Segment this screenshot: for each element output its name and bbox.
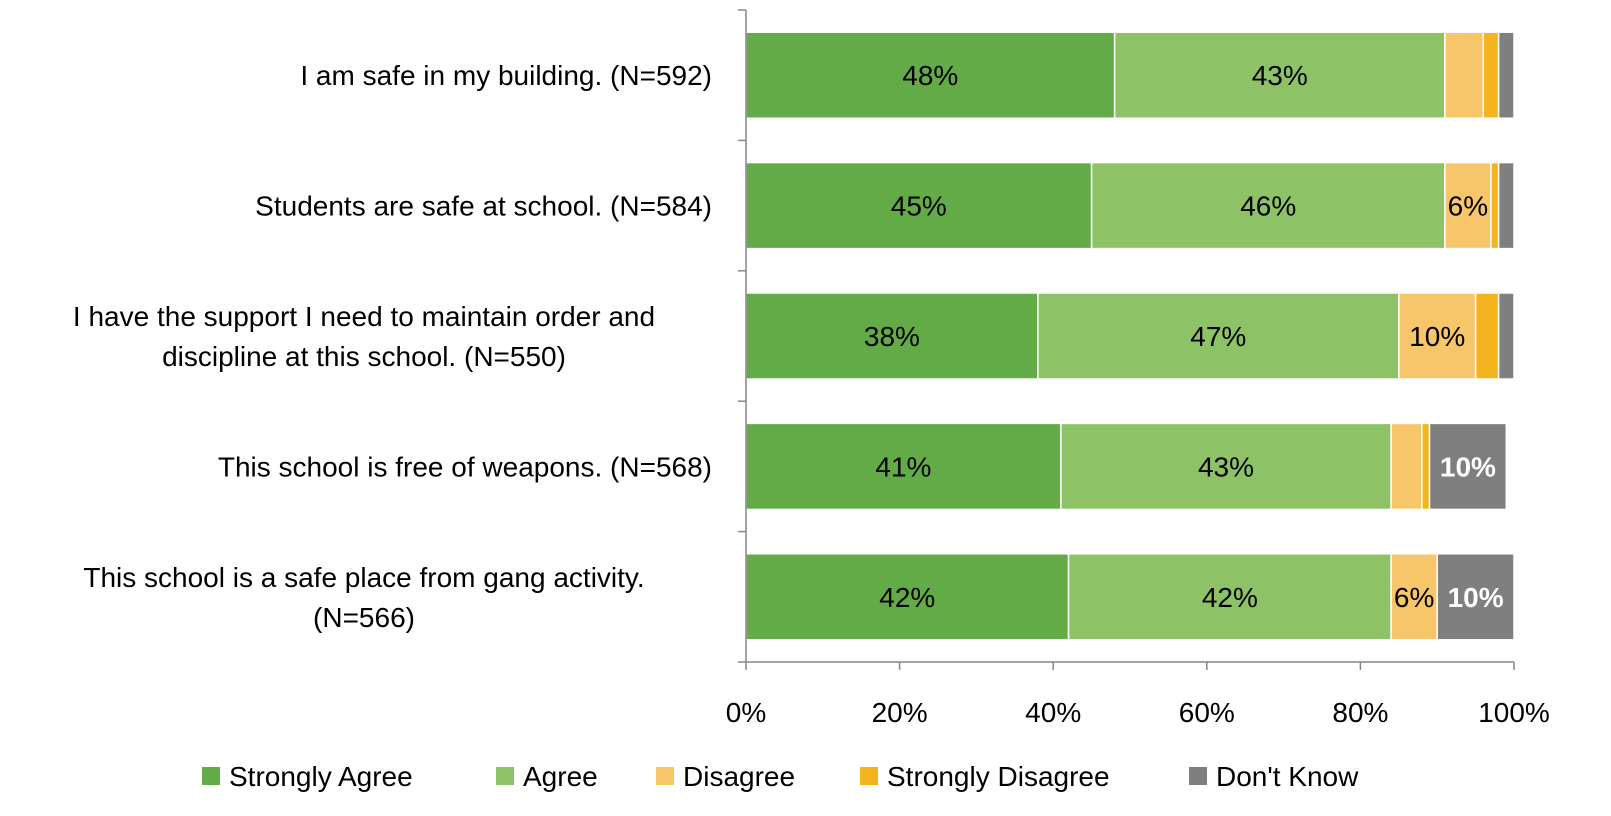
- category-label: This school is a safe place from gang ac…: [83, 562, 644, 593]
- data-label: 47%: [1190, 321, 1246, 352]
- bar-segment: [1037, 292, 1400, 380]
- bars-group: 48% 43% 45% 46% 6% 38% 47% 10% 41% 43% 10% 42% 42% 6%…: [745, 31, 1515, 641]
- category-label: (N=566): [313, 602, 415, 633]
- bar-segment: [1444, 31, 1485, 119]
- x-tick-label: 80%: [1332, 697, 1388, 728]
- data-label: 10%: [1409, 321, 1465, 352]
- data-label: 42%: [879, 582, 935, 613]
- bar-segment: [1390, 422, 1423, 511]
- bar-segment: [1497, 161, 1515, 250]
- data-label: 43%: [1252, 60, 1308, 91]
- legend-swatch: [202, 767, 220, 785]
- bar-segment: [1497, 292, 1515, 380]
- data-label: 6%: [1448, 191, 1488, 222]
- legend-label: Agree: [523, 761, 598, 792]
- data-label: 46%: [1240, 191, 1296, 222]
- data-label: 45%: [891, 191, 947, 222]
- legend: Strongly Agree Agree Disagree Strongly Disa…: [202, 761, 1359, 792]
- legend-label: Strongly Disagree: [887, 761, 1110, 792]
- bar-segment: [1490, 161, 1500, 250]
- bar-segment: [1067, 553, 1392, 641]
- axes-group: [738, 9, 1515, 670]
- legend-swatch: [860, 767, 878, 785]
- x-tick-label: 100%: [1478, 697, 1550, 728]
- legend-label: Strongly Agree: [229, 761, 413, 792]
- category-label: discipline at this school. (N=550): [162, 341, 566, 372]
- data-label: 43%: [1198, 451, 1254, 482]
- legend-label: Don't Know: [1216, 761, 1359, 792]
- bar-segment: [1428, 422, 1508, 511]
- bar-segment: [745, 31, 1116, 119]
- bar-segment: [1090, 161, 1446, 250]
- bar-segment: [1113, 31, 1446, 119]
- bar-segment: [1497, 31, 1515, 119]
- bar-segment: [745, 553, 1070, 641]
- x-tick-label: 40%: [1025, 697, 1081, 728]
- bar-segment: [1421, 422, 1431, 511]
- data-label: 42%: [1202, 582, 1258, 613]
- x-tick-label: 0%: [726, 697, 766, 728]
- category-label: Students are safe at school. (N=584): [255, 191, 712, 222]
- data-label: 10%: [1440, 451, 1496, 482]
- bar-segment: [1060, 422, 1392, 511]
- bar-segment: [1444, 161, 1492, 250]
- x-tick-label: 20%: [872, 697, 928, 728]
- data-label: 41%: [875, 451, 931, 482]
- bar-segment: [1398, 292, 1477, 380]
- category-label: This school is free of weapons. (N=568): [218, 451, 712, 482]
- data-label: 6%: [1394, 582, 1434, 613]
- category-labels: I am safe in my building. (N=592) Student…: [73, 60, 712, 633]
- legend-swatch: [656, 767, 674, 785]
- bar-segment: [745, 292, 1039, 380]
- legend-swatch: [496, 767, 514, 785]
- bar-segment: [1390, 553, 1438, 641]
- data-label: 10%: [1448, 582, 1504, 613]
- bar-segment: [1482, 31, 1500, 119]
- data-label: 38%: [864, 321, 920, 352]
- bar-segment: [1436, 553, 1515, 641]
- category-label: I am safe in my building. (N=592): [300, 60, 712, 91]
- bar-segment: [1474, 292, 1500, 380]
- legend-swatch: [1189, 767, 1207, 785]
- data-label: 48%: [902, 60, 958, 91]
- x-axis-tick-labels: 0% 20% 40% 60% 80% 100%: [726, 697, 1550, 728]
- category-label: I have the support I need to maintain or…: [73, 301, 655, 332]
- bar-segment: [745, 161, 1093, 250]
- x-tick-label: 60%: [1179, 697, 1235, 728]
- legend-label: Disagree: [683, 761, 795, 792]
